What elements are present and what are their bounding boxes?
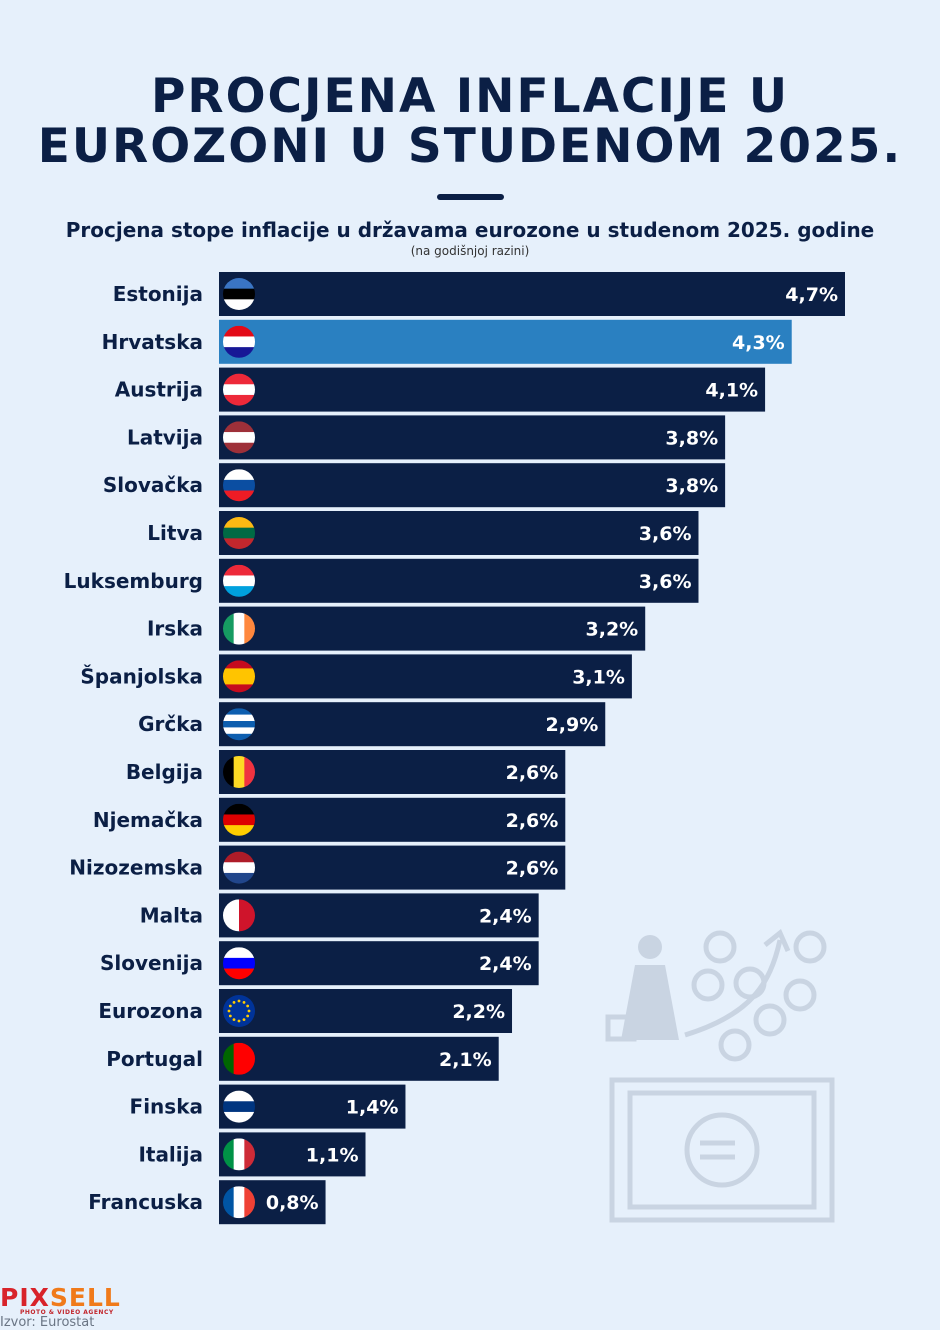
bar [219, 606, 646, 651]
category-label: Francuska [88, 1190, 203, 1214]
flag-icon [223, 708, 255, 741]
category-label: Italija [138, 1142, 203, 1166]
flag-icon [223, 421, 255, 454]
flag-icon [223, 469, 255, 502]
category-label: Slovačka [103, 473, 203, 497]
flag-icon [223, 660, 255, 693]
category-label: Luksemburg [64, 569, 203, 593]
title-line-2: EUROZONI U STUDENOM 2025. [37, 119, 903, 174]
category-label: Španjolska [80, 664, 203, 688]
chart-note: (na godišnjoj razini) [410, 244, 530, 258]
value-label: 2,4% [479, 905, 532, 927]
value-label: 2,1% [439, 1049, 492, 1071]
source-note: Izvor: Eurostat [0, 1315, 95, 1330]
flag-icon [223, 851, 255, 884]
value-label: 1,4% [346, 1097, 399, 1119]
bar [219, 558, 699, 603]
flag-icon [223, 1186, 255, 1219]
bar [219, 797, 566, 842]
category-label: Grčka [138, 712, 203, 736]
value-label: 3,1% [572, 666, 625, 688]
category-label: Njemačka [93, 808, 203, 832]
category-label: Irska [147, 617, 203, 641]
bar [219, 893, 539, 938]
page-title: PROCJENA INFLACIJE U EUROZONI U STUDENOM… [0, 72, 940, 172]
value-label: 4,7% [785, 284, 838, 306]
bar [219, 511, 699, 555]
bar [219, 941, 539, 986]
value-label: 2,6% [506, 858, 559, 880]
category-label: Belgija [126, 760, 203, 784]
category-label: Hrvatska [102, 330, 203, 354]
bar [219, 415, 726, 460]
brand-tagline: PHOTO & VIDEO AGENCY [20, 1309, 114, 1316]
flag-icon [223, 899, 255, 932]
flag-icon [223, 1090, 255, 1123]
value-label: 3,8% [665, 475, 718, 497]
value-label: 2,9% [546, 714, 599, 736]
shopping-illustration-icon [605, 929, 835, 1223]
category-label: Slovenija [100, 951, 203, 975]
bar [219, 272, 845, 316]
flag-icon [223, 517, 255, 549]
flag-icon [223, 373, 255, 406]
value-label: 3,6% [639, 571, 692, 593]
flag-icon [223, 995, 255, 1027]
category-label: Estonija [113, 282, 203, 306]
value-label: 1,1% [306, 1144, 359, 1166]
category-label: Nizozemska [69, 856, 203, 880]
category-label: Eurozona [98, 999, 203, 1023]
inflation-bar-chart: Estonija 4,7% Hrvatska 4,3% Austrija 4,1% Latv… [64, 272, 845, 1225]
category-label: Litva [147, 521, 203, 545]
flag-icon [223, 756, 255, 788]
pixsell-logo: PIXSELL [0, 1283, 121, 1312]
flag-icon [223, 278, 255, 310]
bar [219, 702, 606, 747]
value-label: 3,8% [665, 427, 718, 449]
value-label: 4,1% [705, 380, 758, 402]
flag-icon [223, 325, 255, 358]
value-label: 2,2% [452, 1001, 505, 1023]
value-label: 0,8% [266, 1192, 319, 1214]
title-divider [437, 194, 504, 200]
title-line-1: PROCJENA INFLACIJE U [150, 69, 790, 124]
category-label: Latvija [127, 425, 203, 449]
bar [219, 845, 566, 890]
category-label: Finska [130, 1095, 203, 1119]
value-label: 3,2% [586, 619, 639, 641]
flag-icon [223, 803, 255, 836]
flag-icon [223, 564, 255, 597]
bar [219, 750, 566, 794]
bar [219, 1036, 499, 1081]
bar [219, 654, 632, 699]
value-label: 2,4% [479, 953, 532, 975]
flag-icon [223, 612, 255, 645]
value-label: 2,6% [506, 762, 559, 784]
chart-subtitle: Procjena stope inflacije u državama euro… [65, 218, 875, 242]
bar [219, 319, 792, 364]
bar [219, 989, 513, 1033]
flag-icon [223, 1042, 255, 1075]
bar [219, 463, 726, 508]
flag-icon [223, 947, 255, 980]
category-label: Portugal [106, 1047, 203, 1071]
value-label: 2,6% [506, 810, 559, 832]
value-label: 3,6% [639, 523, 692, 545]
value-label: 4,3% [732, 332, 785, 354]
category-label: Austrija [115, 378, 203, 402]
bar [219, 367, 766, 412]
flag-icon [223, 1138, 255, 1171]
category-label: Malta [140, 903, 203, 927]
